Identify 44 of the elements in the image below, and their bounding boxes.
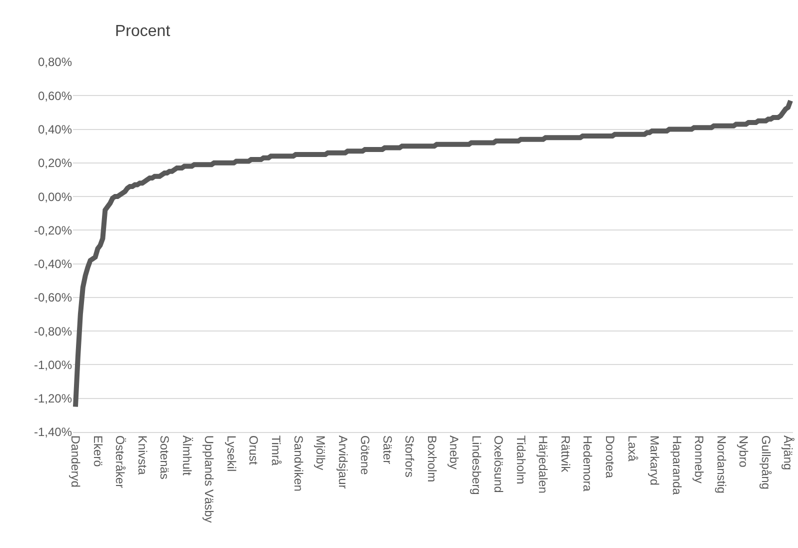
y-tick-label: -0,20%	[34, 223, 72, 238]
x-tick-label: Ronneby	[692, 435, 706, 484]
x-tick-label: Knivsta	[135, 435, 150, 476]
x-tick-label: Älmhult	[180, 435, 194, 476]
x-tick-label: Aneby	[447, 435, 462, 470]
x-tick-label: Gullspång	[758, 435, 773, 490]
x-tick-label: Storfors	[402, 435, 417, 478]
x-tick-label: Tidaholm	[514, 435, 528, 484]
x-tick-label: Nordanstig	[714, 435, 728, 494]
x-tick-label: Ekerö	[90, 435, 105, 468]
x-tick-label: Sandviken	[291, 435, 306, 492]
x-tick-label: Rättvik	[558, 435, 572, 474]
y-tick-label: 0,80%	[38, 55, 72, 70]
x-tick-label: Timrå	[268, 435, 283, 466]
x-tick-label: Lysekil	[224, 435, 238, 472]
x-tick-label: Arvidsjaur	[336, 435, 350, 489]
x-tick-label: Sotenäs	[158, 435, 172, 480]
x-tick-label: Upplands Väsby	[202, 435, 216, 523]
x-tick-label: Dorotea	[603, 435, 618, 478]
x-tick-label: Mjölby	[314, 435, 328, 470]
x-tick-label: Säter	[380, 435, 394, 464]
x-tick-label: Österåker	[113, 435, 128, 488]
x-tick-label: Lindesberg	[469, 435, 484, 495]
y-tick-label: 0,60%	[38, 88, 72, 103]
y-tick-label: 0,00%	[38, 190, 72, 204]
y-tick-label: -0,60%	[34, 290, 72, 305]
x-tick-label: Hedemora	[580, 435, 595, 492]
y-tick-label: -0,80%	[34, 324, 72, 338]
x-tick-label: Nybro	[736, 435, 751, 468]
x-tick-label: Orust	[246, 435, 261, 466]
y-tick-label: 0,20%	[38, 156, 72, 170]
y-tick-label: 0,40%	[38, 122, 72, 136]
x-tick-label: Haparanda	[670, 435, 684, 496]
x-tick-label: Götene	[358, 435, 372, 476]
x-tick-label: Årjäng	[781, 435, 796, 470]
y-tick-label: -1,20%	[34, 392, 72, 406]
y-tick-label: -0,40%	[34, 257, 72, 272]
x-tick-label: Oxelösund	[492, 435, 506, 493]
x-tick-label: Markaryd	[648, 435, 662, 486]
x-tick-label: Laxå	[625, 435, 640, 462]
y-axis-title: Procent	[115, 23, 171, 40]
x-tick-label: Härjedalen	[536, 435, 550, 494]
x-tick-label: Boxholm	[424, 435, 439, 482]
y-tick-label: -1,00%	[34, 358, 72, 372]
